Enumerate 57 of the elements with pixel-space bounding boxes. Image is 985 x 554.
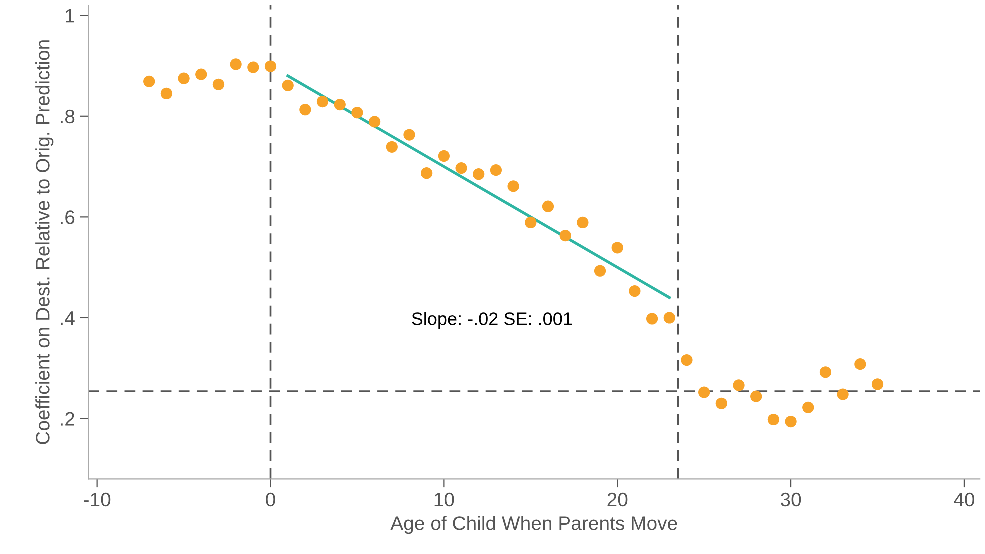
point bbox=[646, 313, 658, 325]
point bbox=[300, 104, 312, 116]
point bbox=[750, 390, 762, 402]
y-tick-label: .2 bbox=[61, 412, 74, 426]
point bbox=[473, 168, 485, 180]
x-tick-label: 0 bbox=[266, 492, 276, 507]
point bbox=[629, 285, 641, 298]
point bbox=[352, 107, 364, 119]
x-tick-label: 40 bbox=[954, 492, 975, 507]
point bbox=[664, 312, 676, 324]
point bbox=[490, 164, 502, 176]
point bbox=[681, 354, 693, 366]
point bbox=[872, 378, 884, 390]
point bbox=[316, 96, 329, 108]
point bbox=[542, 200, 554, 212]
point bbox=[733, 380, 745, 392]
y-tick-label: 1 bbox=[66, 9, 75, 23]
y-tick-label: .4 bbox=[61, 312, 75, 326]
point bbox=[334, 99, 346, 111]
point bbox=[820, 366, 832, 378]
point bbox=[230, 58, 242, 70]
point bbox=[456, 162, 468, 174]
point bbox=[160, 88, 173, 100]
x-axis-title: Age of Child When Parents Move bbox=[390, 516, 678, 534]
point bbox=[768, 414, 780, 426]
point bbox=[612, 242, 624, 254]
point bbox=[264, 60, 277, 72]
point bbox=[369, 116, 381, 128]
point bbox=[802, 402, 814, 414]
point bbox=[525, 216, 537, 229]
x-tick-label: -10 bbox=[84, 492, 111, 507]
y-axis-title: Coefficient on Dest. Relative to Orig. Prediction bbox=[36, 40, 54, 444]
point bbox=[854, 358, 866, 370]
x-tick-label: 20 bbox=[608, 492, 628, 507]
point bbox=[785, 416, 797, 428]
point bbox=[282, 80, 294, 92]
x-tick-label: 10 bbox=[434, 492, 454, 507]
point bbox=[594, 265, 606, 277]
x-tick-label: 30 bbox=[780, 492, 802, 507]
point bbox=[698, 386, 710, 398]
point bbox=[577, 216, 589, 229]
point bbox=[386, 141, 398, 153]
point bbox=[560, 230, 572, 242]
point bbox=[178, 72, 190, 84]
point bbox=[212, 78, 225, 90]
point bbox=[837, 388, 849, 400]
y-tick-label: .8 bbox=[61, 110, 75, 124]
annotation: Slope: -.02 SE: .001 bbox=[412, 312, 572, 329]
point bbox=[248, 62, 260, 74]
point bbox=[144, 76, 156, 88]
point bbox=[404, 129, 416, 141]
point bbox=[438, 150, 450, 162]
point bbox=[196, 68, 208, 80]
point bbox=[716, 398, 728, 410]
point bbox=[508, 180, 520, 192]
point bbox=[421, 168, 433, 180]
y-tick-label: .6 bbox=[61, 210, 75, 224]
